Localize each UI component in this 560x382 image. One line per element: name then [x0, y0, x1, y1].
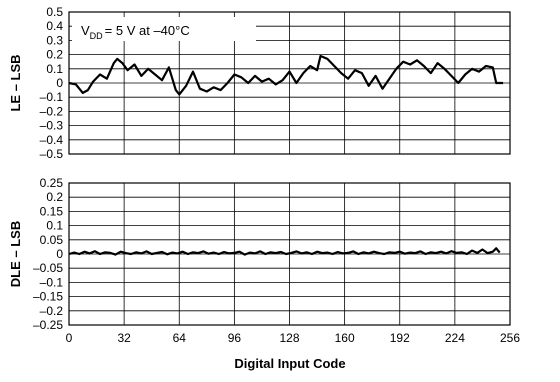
le-y-tick-label: 0.2	[46, 48, 63, 62]
le-y-tick-label: –0.4	[40, 133, 64, 147]
x-tick-label: 192	[390, 331, 410, 345]
le-plot-border	[68, 11, 511, 155]
le-y-tick-label: –0.3	[40, 119, 64, 133]
dle-series-line	[68, 247, 501, 256]
le-y-tick-label: 0	[56, 76, 63, 90]
le-annotation-box	[72, 17, 256, 41]
x-tick-label: 224	[445, 331, 465, 345]
le-panel: 0.50.40.30.20.10–0.1–0.2–0.3–0.4–0.5 VDD…	[8, 5, 511, 161]
dle-y-tick-labels: 0.250.20.150.10.050–0.05–0.1–0.15–0.2–0.…	[33, 176, 63, 332]
x-tick-label: 256	[500, 331, 520, 345]
le-series-line	[68, 54, 504, 96]
le-y-axis-label: LE – LSB	[8, 54, 23, 111]
dle-y-tick-label: –0.25	[33, 318, 63, 332]
le-y-tick-label: –0.2	[40, 104, 64, 118]
le-annotation-symbol: V	[81, 23, 90, 38]
le-annotation: VDD = 5 V at –40°C	[81, 23, 190, 41]
dle-y-tick-label: –0.15	[33, 290, 63, 304]
x-tick-label: 160	[335, 331, 355, 345]
le-y-tick-labels: 0.50.40.30.20.10–0.1–0.2–0.3–0.4–0.5	[40, 5, 64, 161]
le-y-tick-label: –0.5	[40, 147, 64, 161]
le-y-tick-label: 0.3	[46, 33, 63, 47]
dle-y-tick-label: –0.1	[40, 275, 64, 289]
dle-y-tick-label: –0.2	[40, 304, 64, 318]
le-y-tick-label: 0.5	[46, 5, 63, 19]
le-annotation-text: = 5 V at –40°C	[105, 23, 190, 38]
dle-y-tick-label: 0.1	[46, 219, 63, 233]
dle-y-axis-label: DLE – LSB	[8, 221, 23, 287]
x-axis-label: Digital Input Code	[234, 356, 345, 371]
x-tick-label: 128	[279, 331, 299, 345]
le-y-tick-label: –0.1	[40, 90, 64, 104]
x-tick-label: 32	[117, 331, 131, 345]
dle-y-tick-label: 0.2	[46, 190, 63, 204]
x-tick-label: 96	[228, 331, 242, 345]
dle-y-tick-label: 0.25	[40, 176, 64, 190]
le-y-tick-label: 0.1	[46, 62, 63, 76]
le-y-tick-label: 0.4	[46, 19, 63, 33]
x-tick-label: 0	[66, 331, 73, 345]
dle-panel: 0.250.20.150.10.050–0.05–0.1–0.15–0.2–0.…	[8, 176, 520, 371]
dle-y-tick-label: 0.05	[40, 233, 64, 247]
dle-y-tick-label: 0	[56, 247, 63, 261]
le-annotation-subscript: DD	[90, 31, 103, 41]
dle-y-tick-label: –0.05	[33, 261, 63, 275]
dle-y-tick-label: 0.15	[40, 204, 64, 218]
dle-plot-border	[68, 182, 511, 326]
x-tick-label: 64	[173, 331, 187, 345]
dle-x-tick-labels: 0 32 64 96 128 160 192 224 256	[66, 331, 521, 345]
